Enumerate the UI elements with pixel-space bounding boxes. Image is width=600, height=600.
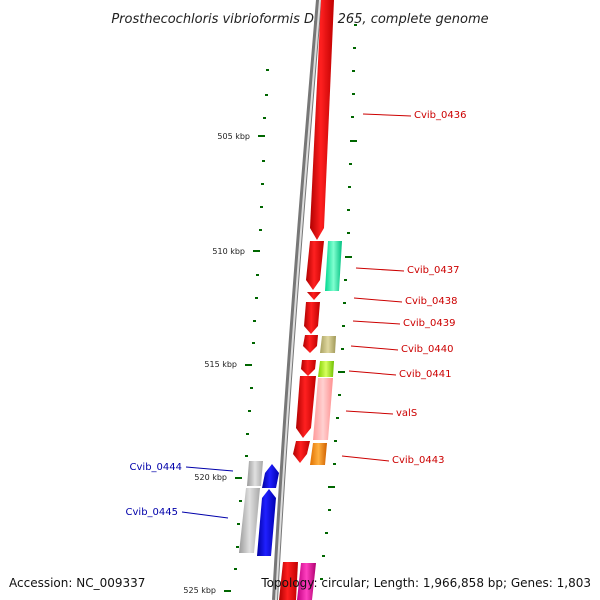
- reverse-cds-track: [239, 461, 279, 556]
- feature-lime[interactable]: [318, 361, 334, 377]
- ruler-label-510: 510 kbp: [212, 247, 245, 256]
- outer-tick-marks: [320, 24, 357, 580]
- feature-pink[interactable]: [313, 378, 333, 440]
- cds-cvib-0438[interactable]: [307, 292, 321, 300]
- gene-label-vals[interactable]: valS: [396, 408, 417, 419]
- gene-label-cvib-0437[interactable]: Cvib_0437: [407, 265, 459, 276]
- cds-cvib-0436[interactable]: [310, 0, 334, 240]
- feature-orange[interactable]: [310, 443, 327, 465]
- feature-mint[interactable]: [325, 241, 342, 291]
- cds-vals[interactable]: [296, 376, 316, 438]
- cds-cvib-0444[interactable]: [262, 464, 279, 488]
- genome-backbone: [272, 0, 322, 600]
- accession-text: Accession: NC_009337: [9, 576, 145, 590]
- inner-tick-marks: [224, 69, 269, 592]
- map-title: Prosthecochloris vibrioformis DSM 265, c…: [111, 12, 488, 27]
- ruler-label-505: 505 kbp: [217, 132, 250, 141]
- ruler-label-515: 515 kbp: [204, 360, 237, 369]
- gene-label-cvib-0445[interactable]: Cvib_0445: [126, 507, 178, 518]
- gene-label-cvib-0440[interactable]: Cvib_0440: [401, 344, 453, 355]
- gene-label-cvib-0444[interactable]: Cvib_0444: [130, 462, 182, 473]
- cds-bottom-red[interactable]: [279, 562, 298, 600]
- ruler-label-520: 520 kbp: [194, 473, 227, 482]
- gene-label-cvib-0438[interactable]: Cvib_0438: [405, 296, 457, 307]
- cds-cvib-0441[interactable]: [301, 360, 316, 376]
- cds-cvib-0440[interactable]: [303, 335, 318, 353]
- cds-cvib-0439[interactable]: [304, 302, 320, 334]
- gene-label-cvib-0439[interactable]: Cvib_0439: [403, 318, 455, 329]
- cds-cvib-0443[interactable]: [293, 441, 310, 463]
- ruler-label-525: 525 kbp: [183, 586, 216, 595]
- gene-label-cvib-0436[interactable]: Cvib_0436: [414, 110, 466, 121]
- feature-grey-lower[interactable]: [239, 488, 260, 553]
- forward-gene-labels: [341, 113, 412, 462]
- topology-text: Topology: circular; Length: 1,966,858 bp…: [260, 576, 591, 590]
- reverse-gene-labels: [181, 466, 234, 519]
- cds-cvib-0445[interactable]: [257, 489, 276, 556]
- feature-grey-upper[interactable]: [247, 461, 263, 486]
- forward-cds-track: [279, 0, 334, 600]
- cds-cvib-0437[interactable]: [306, 241, 324, 290]
- gene-label-cvib-0441[interactable]: Cvib_0441: [399, 369, 451, 380]
- feature-track: [297, 241, 342, 600]
- feature-magenta[interactable]: [297, 563, 316, 600]
- feature-olive[interactable]: [320, 336, 336, 353]
- gene-label-cvib-0443[interactable]: Cvib_0443: [392, 455, 444, 466]
